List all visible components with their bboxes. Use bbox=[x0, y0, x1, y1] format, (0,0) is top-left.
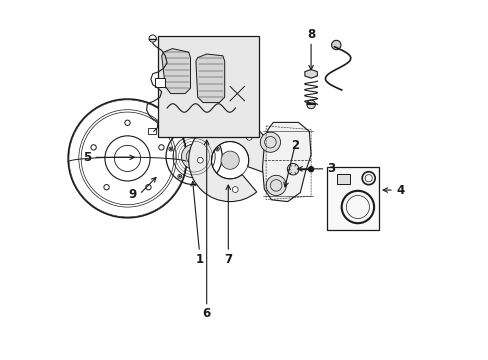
Polygon shape bbox=[162, 49, 190, 94]
Circle shape bbox=[192, 130, 196, 134]
Text: 4: 4 bbox=[395, 184, 404, 197]
Circle shape bbox=[207, 175, 209, 177]
Text: 8: 8 bbox=[306, 28, 315, 41]
Wedge shape bbox=[188, 119, 271, 202]
Bar bbox=[337, 174, 349, 184]
Circle shape bbox=[287, 163, 298, 175]
Text: 1: 1 bbox=[195, 253, 203, 266]
Circle shape bbox=[331, 40, 340, 50]
Polygon shape bbox=[196, 54, 224, 103]
Text: 6: 6 bbox=[202, 307, 210, 320]
Circle shape bbox=[178, 174, 182, 178]
Circle shape bbox=[306, 100, 315, 109]
Text: 2: 2 bbox=[290, 139, 298, 152]
Circle shape bbox=[215, 147, 219, 151]
Bar bbox=[158, 36, 258, 137]
Polygon shape bbox=[262, 122, 310, 202]
Circle shape bbox=[221, 151, 239, 169]
Circle shape bbox=[181, 144, 206, 169]
Bar bbox=[148, 128, 156, 134]
Circle shape bbox=[169, 148, 172, 150]
Circle shape bbox=[216, 148, 218, 150]
Bar bbox=[155, 78, 164, 87]
Text: 3: 3 bbox=[326, 162, 334, 175]
Circle shape bbox=[206, 174, 210, 178]
Text: 7: 7 bbox=[224, 253, 232, 266]
Circle shape bbox=[193, 131, 195, 133]
Text: 9: 9 bbox=[128, 188, 137, 201]
Circle shape bbox=[265, 175, 285, 195]
Circle shape bbox=[308, 167, 313, 172]
Circle shape bbox=[168, 147, 172, 151]
Circle shape bbox=[232, 186, 238, 193]
Polygon shape bbox=[304, 69, 317, 78]
Bar bbox=[326, 167, 379, 230]
Circle shape bbox=[197, 157, 203, 163]
Circle shape bbox=[178, 175, 181, 177]
Circle shape bbox=[260, 132, 280, 152]
Text: 5: 5 bbox=[82, 151, 91, 164]
Circle shape bbox=[246, 135, 252, 140]
